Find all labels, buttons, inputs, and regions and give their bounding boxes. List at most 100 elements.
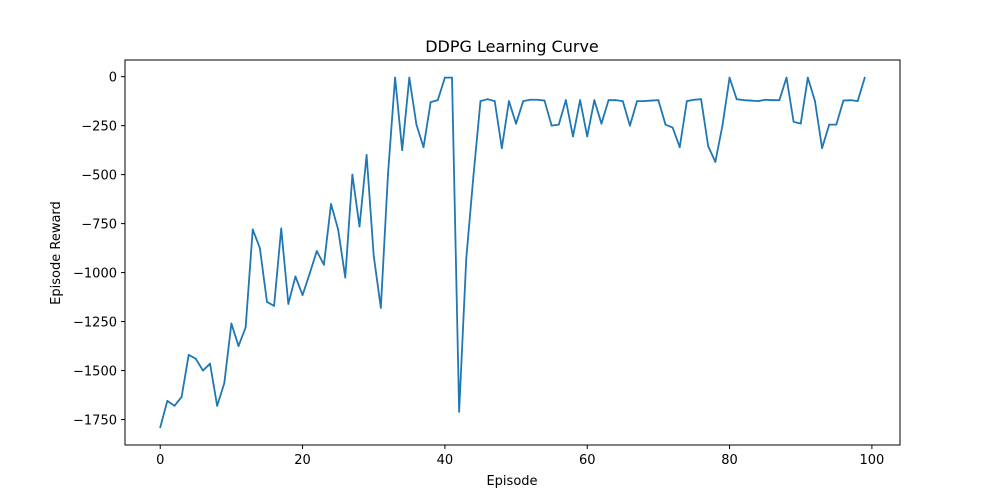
data-point [223,382,226,385]
data-point [678,146,681,149]
data-point [671,126,674,129]
data-point [579,99,582,102]
data-point [721,124,724,127]
data-point [244,326,247,329]
x-tick-label: 100 [859,453,884,468]
data-point [785,76,788,79]
data-point [799,122,802,125]
data-point [166,400,169,402]
data-point [401,149,404,152]
data-point [572,135,574,138]
data-point [237,345,240,347]
data-point [593,99,596,102]
data-point [757,100,759,103]
data-point [557,123,560,126]
data-point [771,99,774,102]
data-point [301,294,304,297]
data-point [330,203,332,205]
y-axis: −1750 −1500 −1250 −1000 −750 −500 −250 0 [73,71,125,429]
data-point [621,100,624,103]
data-point [287,303,290,305]
data-point [750,99,752,102]
y-tick-label: 0 [109,71,117,86]
data-point [379,306,382,309]
data-point [266,301,268,303]
data-point [436,99,439,102]
data-point [394,76,396,79]
data-point [586,135,589,138]
data-point [821,147,823,150]
data-point [458,410,461,413]
plot-background [125,60,900,445]
data-point [493,100,496,103]
data-point [636,100,638,103]
data-point [728,76,731,79]
data-point [707,145,710,148]
line-layer [159,76,866,429]
x-tick-label: 40 [437,453,454,468]
data-point [280,227,283,230]
data-point [216,404,219,407]
y-tick-label: −250 [81,120,117,135]
data-point [764,98,767,101]
data-point [835,123,838,126]
x-tick-label: 0 [156,453,164,468]
x-tick-label: 80 [721,453,738,468]
data-point [650,99,653,102]
data-point [792,120,795,123]
data-point [194,357,197,360]
data-point [856,100,859,103]
data-point [159,426,162,429]
data-point [486,98,489,101]
data-point [657,99,660,102]
data-point [422,146,425,149]
x-axis: 0 20 40 60 80 100 [156,445,884,468]
data-point [685,100,688,103]
data-point [344,276,347,279]
data-point [778,99,781,102]
y-tick-label: −1000 [73,267,117,282]
x-tick-label: 20 [294,453,311,468]
x-tick-label: 60 [579,453,596,468]
data-point [308,272,311,275]
data-point [536,98,539,101]
data-point [415,123,418,126]
series-line-0 [159,76,866,428]
data-point [251,228,254,231]
data-point [828,123,831,126]
data-point [614,99,617,102]
data-point [451,76,453,79]
data-point [465,257,468,260]
chart-title: DDPG Learning Curve [425,37,599,56]
data-point [522,100,525,103]
data-point [550,124,553,127]
data-point [515,122,517,125]
data-point [600,122,603,125]
data-point [664,123,667,126]
data-point [714,160,717,163]
data-point [629,124,631,127]
data-point [607,99,610,102]
data-point [372,255,375,257]
data-point [180,396,183,398]
data-point [863,76,866,79]
y-axis-label: Episode Reward [49,201,64,305]
data-point [479,100,482,103]
data-point [351,173,354,176]
plot-area [124,59,901,446]
data-point [294,275,297,278]
data-point [806,76,809,79]
data-point [814,100,816,103]
data-point [173,404,176,407]
data-point [543,99,546,102]
y-tick-label: −1750 [73,414,117,429]
data-point [443,76,446,79]
data-point [315,250,318,252]
data-point [387,173,389,176]
data-point [408,76,411,79]
data-point [337,228,340,231]
data-point [472,175,475,178]
data-point [202,369,204,372]
data-point [187,353,190,356]
